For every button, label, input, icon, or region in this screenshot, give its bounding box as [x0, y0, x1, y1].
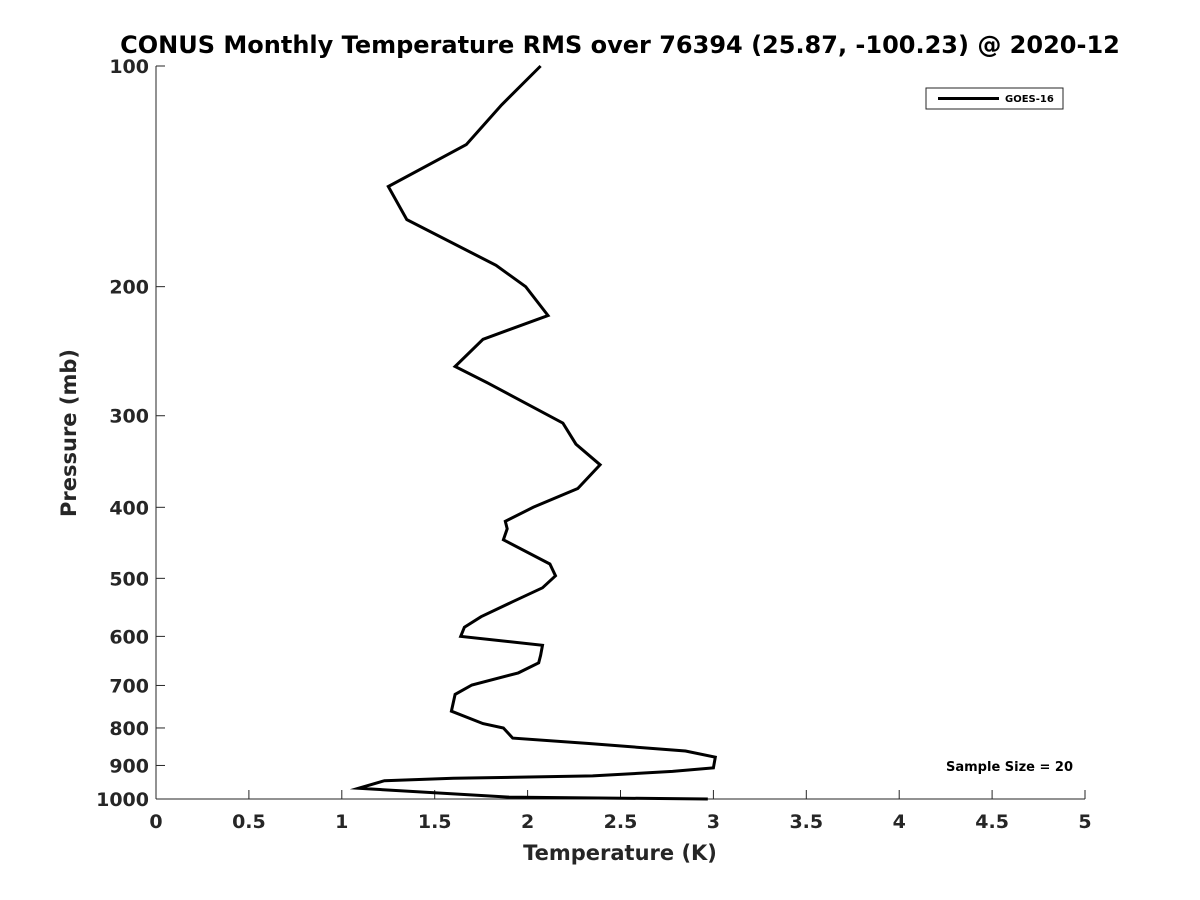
y-tick-label: 700	[109, 675, 149, 697]
y-tick-label: 300	[109, 406, 149, 428]
x-tick-label: 3.5	[789, 811, 823, 833]
plot-area: 0 0.5 1 1.5 2 2.5 3 3.5 4 4.5 5 100 200 300 400 500 600 7…	[96, 56, 1092, 833]
x-tick-label: 1.5	[418, 811, 452, 833]
y-tick-label: 200	[109, 277, 149, 299]
y-tick-label: 500	[109, 568, 149, 590]
x-axis-label: Temperature (K)	[523, 841, 717, 865]
y-axis-label: Pressure (mb)	[57, 349, 81, 517]
legend[interactable]: GOES-16	[925, 87, 1064, 110]
x-tick-label: 0	[149, 811, 162, 833]
series-line-goes-16	[349, 64, 718, 801]
x-tick-label: 4	[893, 811, 906, 833]
x-tick-label: 3	[707, 811, 720, 833]
y-tick-label: 600	[109, 626, 149, 648]
y-tick-label: 100	[109, 56, 149, 78]
chart-title: CONUS Monthly Temperature RMS over 76394…	[120, 31, 1120, 59]
x-tick-label: 2	[521, 811, 534, 833]
x-tick-label: 1	[335, 811, 348, 833]
legend-entry-goes-16: GOES-16	[1005, 94, 1054, 105]
x-tick-label: 5	[1078, 811, 1091, 833]
x-tick-label: 0.5	[232, 811, 266, 833]
y-tick-label: 900	[109, 755, 149, 777]
y-tick-label: 1000	[96, 789, 149, 811]
sample-size-annotation: Sample Size = 20	[946, 760, 1073, 775]
x-tick-label: 4.5	[975, 811, 1009, 833]
y-tick-label: 400	[109, 497, 149, 519]
x-tick-label: 2.5	[604, 811, 638, 833]
y-tick-label: 800	[109, 718, 149, 740]
